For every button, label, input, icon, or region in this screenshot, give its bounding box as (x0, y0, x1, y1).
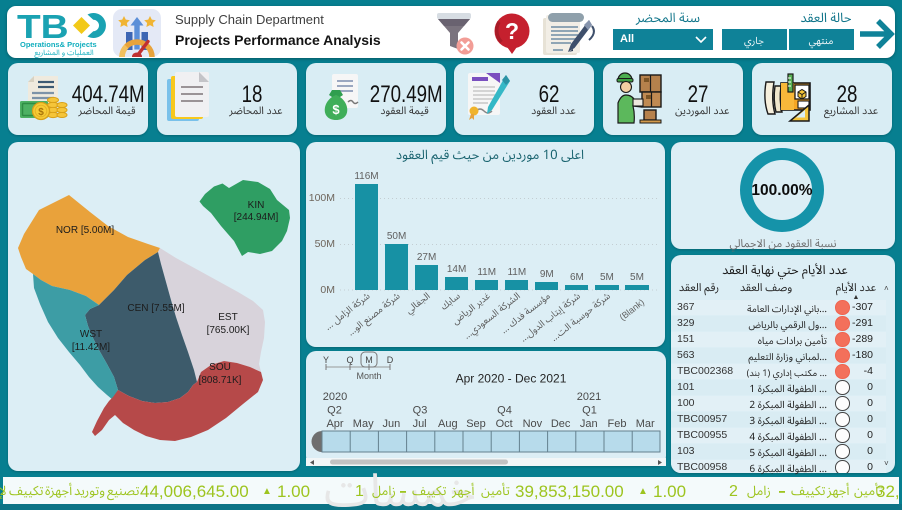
svg-text:Apr 2020 - Dec 2021: Apr 2020 - Dec 2021 (456, 372, 567, 386)
svg-text:Oct: Oct (496, 418, 513, 430)
svg-text:[11.42M]: [11.42M] (72, 342, 110, 353)
svg-text:Q2: Q2 (327, 405, 342, 417)
svg-text:SOU: SOU (209, 362, 231, 373)
svg-text:Aug: Aug (438, 418, 458, 430)
svg-text:Mar: Mar (636, 418, 655, 430)
svg-text:[244.94M]: [244.94M] (234, 212, 279, 223)
svg-text:M: M (365, 355, 373, 365)
svg-text:Operations& Projects: Operations& Projects (20, 40, 97, 49)
svg-text:Jan: Jan (580, 418, 598, 430)
svg-text:WST: WST (80, 329, 102, 340)
svg-text:KIN: KIN (248, 200, 265, 211)
svg-text:Jul: Jul (413, 418, 427, 430)
svg-text:Y: Y (323, 355, 329, 365)
svg-text:May: May (353, 418, 374, 430)
svg-text:TB: TB (17, 7, 69, 45)
svg-text:Q3: Q3 (413, 405, 428, 417)
svg-text:2021: 2021 (577, 391, 601, 403)
svg-text:Q: Q (346, 355, 353, 365)
svg-text:CEN [7.55M]: CEN [7.55M] (127, 303, 184, 314)
svg-text:Dec: Dec (551, 418, 571, 430)
svg-text:Nov: Nov (523, 418, 543, 430)
svg-text:Feb: Feb (608, 418, 627, 430)
svg-text:Apr: Apr (326, 418, 343, 430)
svg-text:[808.71K]: [808.71K] (199, 375, 242, 386)
svg-text:Q1: Q1 (582, 405, 597, 417)
svg-text:2020: 2020 (323, 391, 347, 403)
svg-text:?: ? (505, 18, 519, 44)
svg-text:Jun: Jun (383, 418, 401, 430)
svg-text:$: $ (332, 102, 340, 117)
svg-text:Sep: Sep (466, 418, 486, 430)
svg-text:EST: EST (218, 312, 237, 323)
svg-text:D: D (387, 355, 394, 365)
svg-text:$: $ (38, 107, 44, 118)
svg-text:NOR [5.00M]: NOR [5.00M] (56, 225, 115, 236)
svg-text:Q4: Q4 (497, 405, 512, 417)
svg-text:[765.00K]: [765.00K] (207, 325, 250, 336)
svg-text:Month: Month (356, 371, 381, 381)
